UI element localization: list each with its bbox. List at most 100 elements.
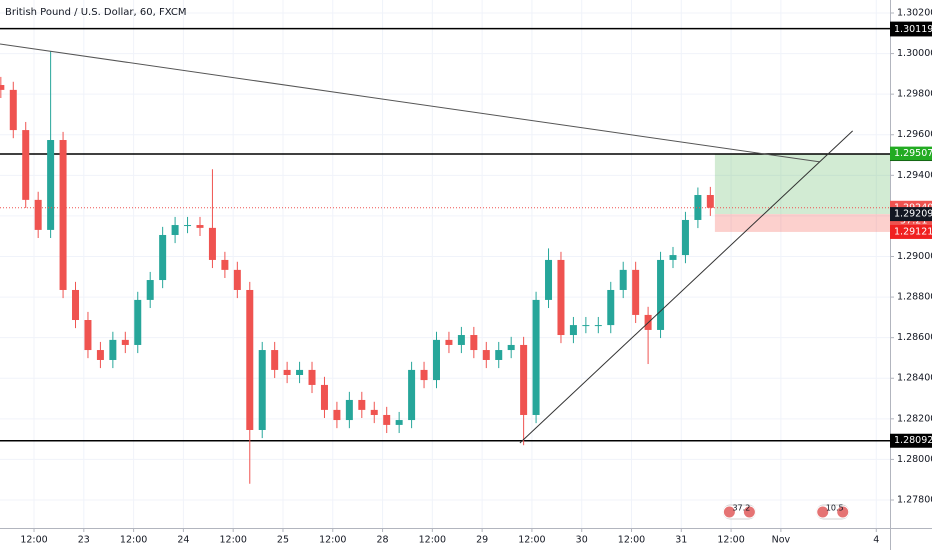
- candle-body: [22, 130, 30, 200]
- candle-body: [96, 350, 104, 360]
- candle-body: [246, 289, 254, 430]
- candle-body: [520, 344, 528, 415]
- trend-line: [0, 43, 820, 163]
- candle-body: [296, 369, 304, 375]
- x-tick-label: 12:00: [518, 535, 545, 546]
- candle-body: [445, 339, 453, 345]
- candle-body: [358, 399, 366, 410]
- candle-body: [333, 409, 341, 421]
- candle-body: [632, 269, 640, 315]
- candle-body: [59, 140, 67, 290]
- price-label-box: [890, 207, 932, 222]
- candle-body: [420, 369, 428, 381]
- candle-body: [395, 420, 403, 425]
- candle-body: [308, 369, 316, 385]
- candle-body: [233, 269, 241, 290]
- candle-body: [208, 227, 216, 260]
- candle-body: [72, 289, 80, 321]
- candle-body: [594, 325, 602, 327]
- x-tick-label: 31: [675, 535, 687, 546]
- y-tick-label: 1.29800: [897, 89, 932, 100]
- candle-body: [681, 219, 689, 256]
- candle-body: [432, 339, 440, 381]
- candle-body: [84, 320, 92, 351]
- price-label: 1.29507: [894, 148, 932, 159]
- x-tick-label: 12:00: [618, 535, 645, 546]
- price-label-box: [890, 146, 932, 161]
- candle-body: [221, 259, 229, 270]
- candle-body: [171, 225, 179, 235]
- y-tick-label: 1.29600: [897, 129, 932, 140]
- candle-body: [482, 350, 490, 360]
- event-icon: [742, 505, 756, 519]
- y-tick-label: 1.28400: [897, 373, 932, 384]
- y-tick-label: 1.29000: [897, 251, 932, 262]
- y-tick-label: 1.30000: [897, 48, 932, 59]
- event-label: 10.5: [826, 504, 844, 513]
- x-tick-label: 29: [476, 535, 488, 546]
- y-tick-label: 1.27800: [897, 494, 932, 505]
- x-tick-label: 12:00: [20, 535, 47, 546]
- plot-area: 37.2 10.5: [0, 0, 890, 528]
- candle-body: [607, 289, 615, 326]
- candle-body: [258, 350, 266, 430]
- event-label: 37.2: [732, 504, 750, 513]
- x-tick-label: 12:00: [120, 535, 147, 546]
- candle-body: [557, 259, 565, 336]
- candle-body: [370, 409, 378, 415]
- candle-body: [532, 299, 540, 415]
- candle-body: [196, 225, 204, 228]
- candle-body: [9, 89, 17, 131]
- x-tick-label: 4: [873, 535, 879, 546]
- candle-body: [320, 384, 328, 410]
- candle-body: [345, 399, 353, 421]
- position-profit: [714, 153, 890, 215]
- candle-body: [47, 140, 55, 230]
- candle-body: [184, 225, 192, 227]
- candle-body: [582, 325, 590, 327]
- candle-body: [0, 85, 5, 90]
- candle-body: [109, 339, 117, 360]
- x-tick-label: Nov: [772, 535, 791, 546]
- price-label-box: [890, 22, 932, 37]
- candle-body: [121, 339, 129, 345]
- event-icon: [836, 505, 850, 519]
- candle-body: [34, 199, 42, 230]
- candle-body: [159, 234, 167, 281]
- y-tick-label: 1.28000: [897, 454, 932, 465]
- x-tick-label: 23: [78, 535, 90, 546]
- candle-body: [694, 195, 702, 220]
- x-tick-label: 25: [277, 535, 289, 546]
- candle-body: [146, 280, 154, 300]
- candle-body: [619, 269, 627, 290]
- candle-body: [657, 259, 665, 330]
- position-loss: [714, 214, 890, 232]
- candle-body: [283, 369, 291, 375]
- price-label-box: [890, 224, 932, 239]
- x-tick-label: 12:00: [419, 535, 446, 546]
- price-label: 1.29121: [894, 226, 932, 237]
- candle-body: [545, 259, 553, 300]
- price-label-box: [890, 433, 932, 448]
- chart-title: British Pound / U.S. Dollar, 60, FXCM: [5, 7, 186, 18]
- trend-line: [519, 130, 853, 444]
- candle-body: [569, 325, 577, 336]
- candle-body: [495, 350, 503, 360]
- price-label: 1.28092: [894, 435, 932, 446]
- price-label: 1.29209: [894, 209, 932, 220]
- x-tick-label: 30: [576, 535, 588, 546]
- price-label: 1.30119: [894, 24, 932, 35]
- y-tick-label: 1.28800: [897, 292, 932, 303]
- x-tick-label: 12:00: [717, 535, 744, 546]
- candle-body: [408, 369, 416, 421]
- x-tick-label: 12:00: [319, 535, 346, 546]
- candle-body: [706, 195, 714, 208]
- candle-body: [507, 344, 515, 351]
- y-tick-label: 1.30200: [897, 7, 932, 18]
- event-icon: [722, 505, 736, 519]
- candle-body: [669, 255, 677, 260]
- candle-body: [271, 350, 279, 370]
- y-tick-label: 1.28200: [897, 413, 932, 424]
